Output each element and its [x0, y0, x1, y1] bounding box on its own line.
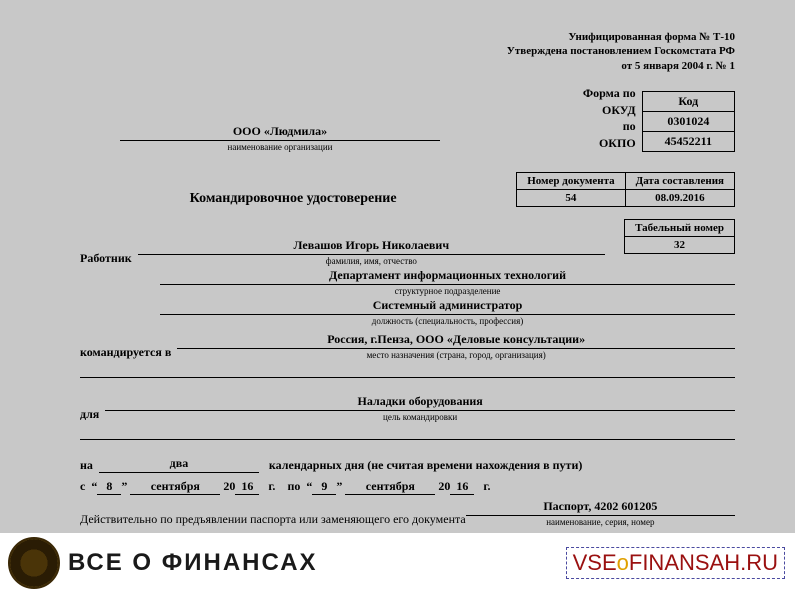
org-name: ООО «Людмила» [120, 124, 440, 141]
code-header: Код [642, 92, 734, 112]
label-okud: ОКУД [602, 103, 636, 117]
destination-blank [80, 364, 735, 378]
d1: 8 [97, 479, 121, 495]
url-pre: VSE [573, 550, 617, 575]
footer-url: VSEoFINANSAH.RU [566, 547, 785, 579]
g1: г. [268, 479, 275, 493]
doc-title: Командировочное удостоверение [80, 191, 506, 207]
destination-value: Россия, г.Пенза, ООО «Деловые консультац… [177, 332, 735, 349]
dates-po: по [287, 479, 300, 493]
duration-tail: календарных дня (не считая времени нахож… [259, 458, 588, 473]
tab-header: Табельный номер [625, 220, 735, 237]
y1: 16 [235, 479, 259, 495]
org-sublabel: наименование организации [120, 141, 440, 152]
passport-sublabel: наименование, серия, номер [466, 516, 735, 527]
footer: ВСЕ О ФИНАНСАХ VSEoFINANSAH.RU [0, 533, 795, 593]
doc-table: Номер документа Дата составления 54 08.0… [516, 172, 735, 207]
approved-line: Утверждена постановлением Госкомстата РФ [80, 44, 735, 58]
label-po: по [623, 119, 636, 133]
d2: 9 [312, 479, 336, 495]
destination-label: командируется в [80, 345, 177, 360]
purpose-sublabel: цель командировки [105, 411, 735, 422]
employee-value: Левашов Игорь Николаевич [138, 238, 605, 255]
date-range: с “8” сентября 2016 г. по “9” сентября 2… [80, 479, 735, 495]
duration-na: на [80, 458, 99, 473]
doc-date: 08.09.2016 [625, 190, 734, 207]
doc-number: 54 [517, 190, 625, 207]
label-form: Форма по [583, 86, 636, 100]
okud-value: 0301024 [642, 112, 734, 132]
employee-label: Работник [80, 251, 138, 266]
passport-value: Паспорт, 4202 601205 [466, 499, 735, 516]
header-date-line: от 5 января 2004 г. № 1 [80, 59, 735, 73]
position-sublabel: должность (специальность, профессия) [160, 315, 735, 326]
doc-num-header: Номер документа [517, 173, 625, 190]
seal-icon [8, 537, 60, 589]
y2pre: 20 [438, 479, 450, 493]
department-value: Департамент информационных технологий [160, 268, 735, 285]
label-okpo: ОКПО [599, 136, 636, 150]
purpose-blank [80, 426, 735, 440]
y2: 16 [450, 479, 474, 495]
m2: сентября [345, 479, 435, 495]
g2: г. [483, 479, 490, 493]
position-value: Системный администратор [160, 298, 735, 315]
department-sublabel: структурное подразделение [160, 285, 735, 296]
purpose-label: для [80, 407, 105, 422]
url-post: FINANSAH.RU [629, 550, 778, 575]
y1pre: 20 [223, 479, 235, 493]
duration-days: два [99, 456, 259, 473]
code-table: Код 0301024 45452211 [642, 91, 735, 152]
okpo-value: 45452211 [642, 132, 734, 152]
m1: сентября [130, 479, 220, 495]
purpose-value: Наладки оборудования [105, 394, 735, 411]
footer-brand: ВСЕ О ФИНАНСАХ [68, 549, 318, 577]
dates-s: с [80, 479, 85, 493]
employee-sublabel: фамилия, имя, отчество [138, 255, 605, 266]
form-line: Унифицированная форма № Т-10 [80, 30, 735, 44]
passport-text: Действительно по предъявлении паспорта и… [80, 512, 466, 527]
url-o: o [617, 550, 629, 575]
destination-sublabel: место назначения (страна, город, организ… [177, 349, 735, 360]
doc-date-header: Дата составления [625, 173, 734, 190]
